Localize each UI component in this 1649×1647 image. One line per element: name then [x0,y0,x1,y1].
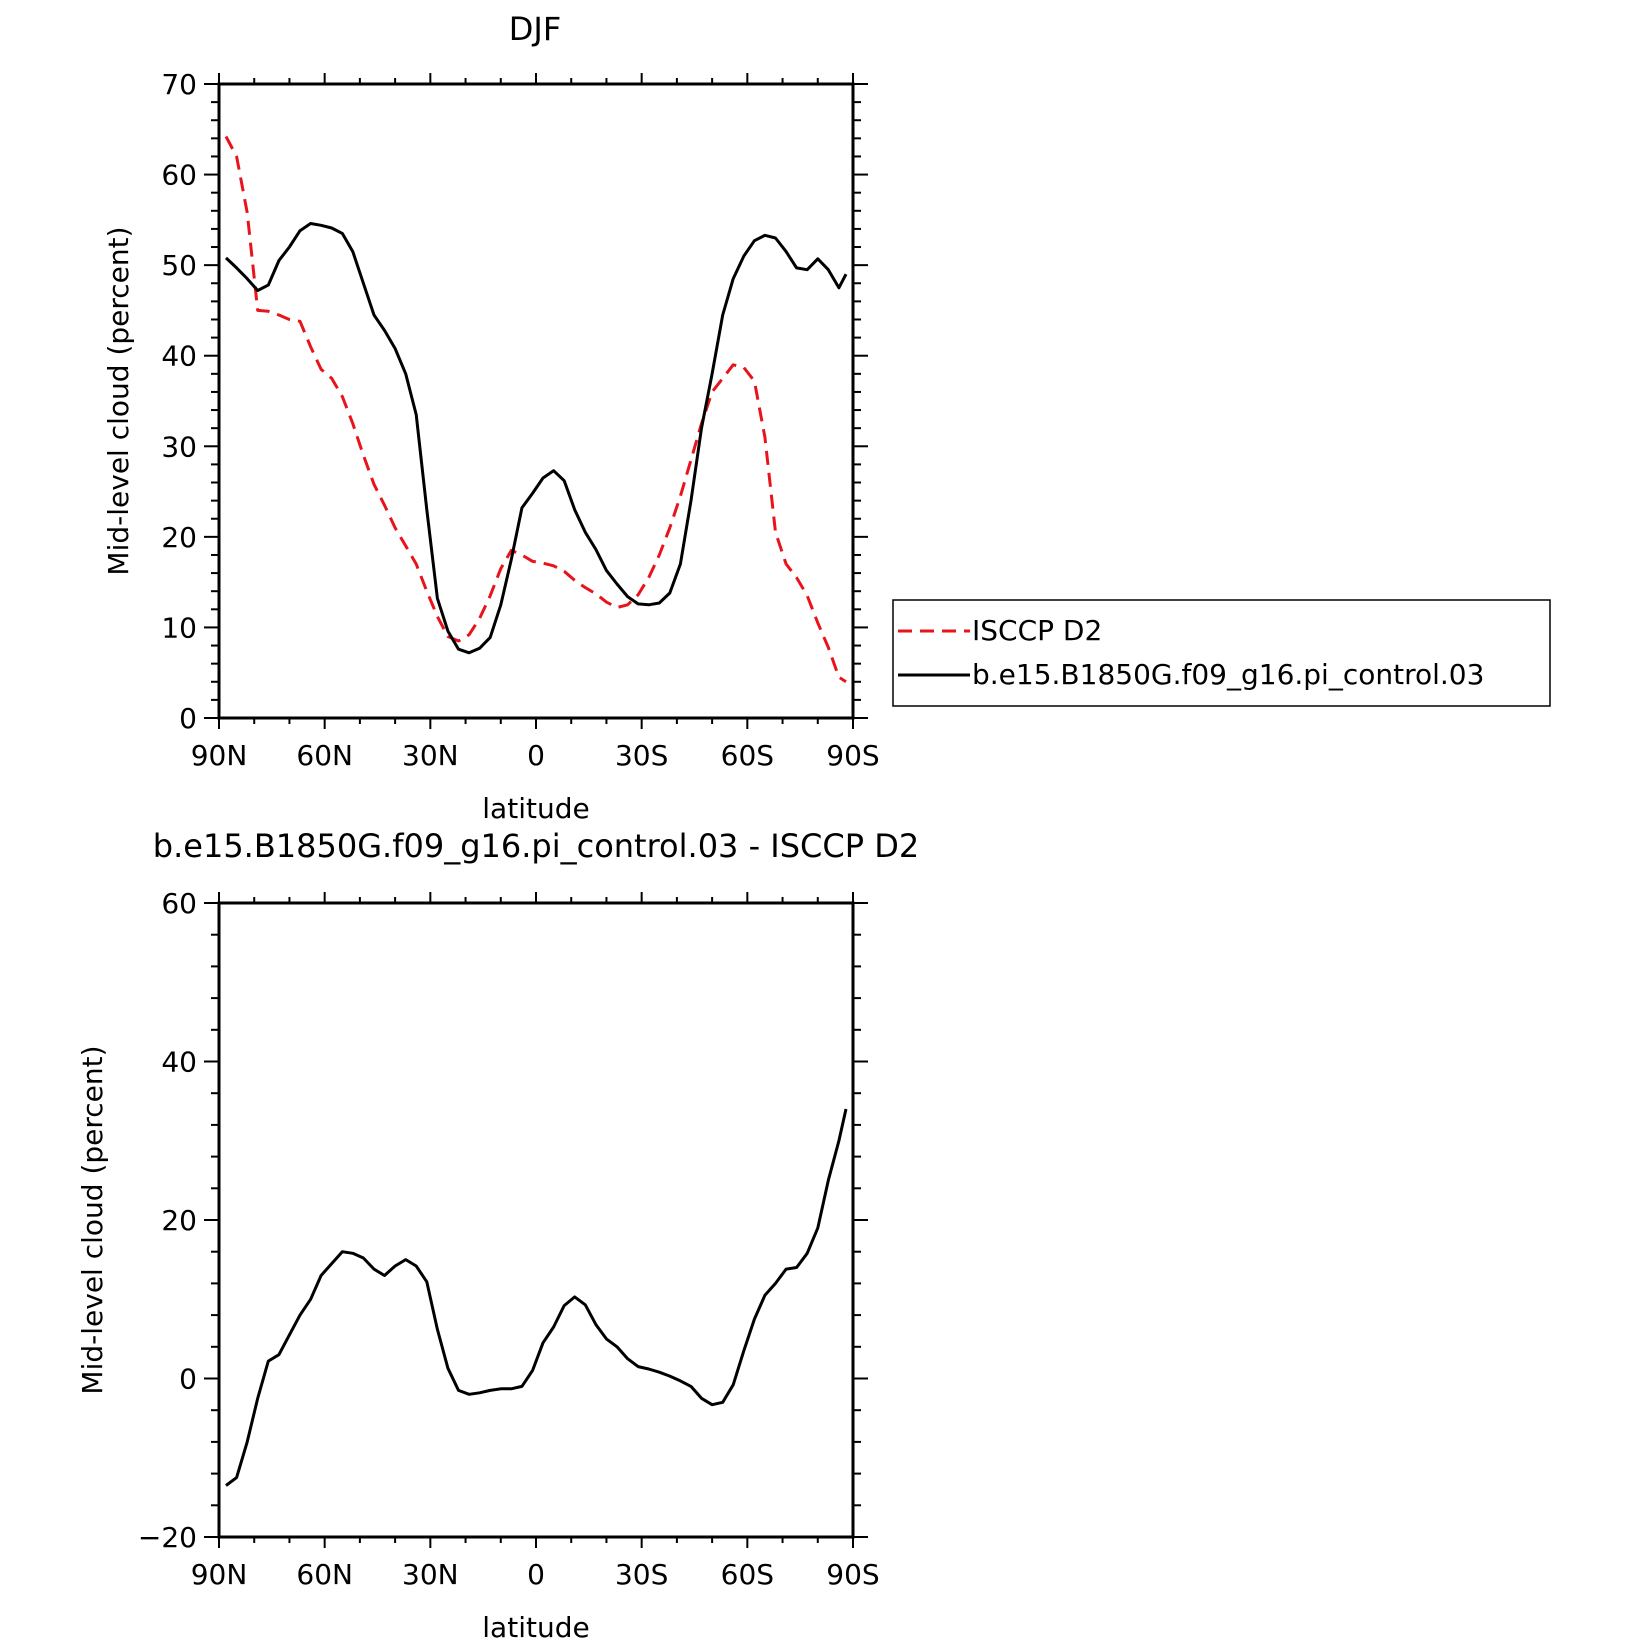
bottom-y-tick-label: 60 [161,887,197,920]
bottom-series-line-difference [225,1108,848,1487]
legend-label-model: b.e15.B1850G.f09_g16.pi_control.03 [972,658,1484,691]
legend: ISCCP D2 b.e15.B1850G.f09_g16.pi_control… [892,599,1551,707]
bottom-series-group [225,1108,848,1487]
top-series-line-model [224,222,848,655]
bottom-y-axis-label: Mid-level cloud (percent) [76,1045,109,1394]
bottom-x-tick-label: 30N [402,1558,459,1591]
top-y-tick-label: 70 [161,68,197,101]
top-y-tick-label: 10 [161,611,197,644]
top-y-tick-label: 30 [161,430,197,463]
bottom-x-tick-label: 90N [191,1558,248,1591]
top-tick-labels: 90N 60N 30N 0 30S 60S 90S 0 10 20 30 40 50 60 70 [161,68,879,772]
bottom-x-tick-label: 30S [615,1558,668,1591]
top-y-tick-label: 0 [179,702,197,735]
bottom-y-tick-label: −20 [138,1521,197,1554]
top-x-tick-label: 0 [527,739,545,772]
top-y-tick-label: 50 [161,249,197,282]
bottom-chart-title: b.e15.B1850G.f09_g16.pi_control.03 - ISC… [153,827,919,865]
bottom-y-tick-label: 40 [161,1046,197,1079]
top-x-tick-label: 90S [826,739,879,772]
top-series-group [224,135,848,684]
top-y-tick-label: 20 [161,521,197,554]
legend-label-isccp: ISCCP D2 [972,614,1102,647]
top-y-axis-label: Mid-level cloud (percent) [102,226,135,575]
top-x-tick-label: 60N [296,739,353,772]
bottom-panel: b.e15.B1850G.f09_g16.pi_control.03 - ISC… [76,827,919,1644]
bottom-ticks [204,892,868,1548]
top-x-tick-label: 60S [721,739,774,772]
legend-box [892,599,1551,707]
bottom-x-axis-label: latitude [482,1611,589,1644]
top-x-tick-label: 30N [402,739,459,772]
bottom-x-tick-label: 0 [527,1558,545,1591]
top-panel: DJF 90N 60N 30N 0 30S 60S 90S 0 10 20 30 40 50 60 70 l… [102,10,880,825]
top-y-tick-label: 60 [161,159,197,192]
top-ticks [204,73,868,729]
bottom-x-tick-label: 90S [826,1558,879,1591]
top-y-tick-label: 40 [161,340,197,373]
bottom-y-tick-label: 20 [161,1204,197,1237]
top-x-tick-label: 90N [191,739,248,772]
bottom-x-tick-label: 60S [721,1558,774,1591]
bottom-x-tick-label: 60N [296,1558,353,1591]
bottom-tick-labels: 90N 60N 30N 0 30S 60S 90S −20 0 20 40 60 [138,887,880,1591]
bottom-y-tick-label: 0 [179,1363,197,1396]
bottom-plot-frame [217,901,855,1539]
top-series-line-isccp-d2 [224,135,847,684]
top-x-axis-label: latitude [482,792,589,825]
top-plot-frame [217,82,855,720]
top-chart-title: DJF [509,10,561,48]
top-x-tick-label: 30S [615,739,668,772]
